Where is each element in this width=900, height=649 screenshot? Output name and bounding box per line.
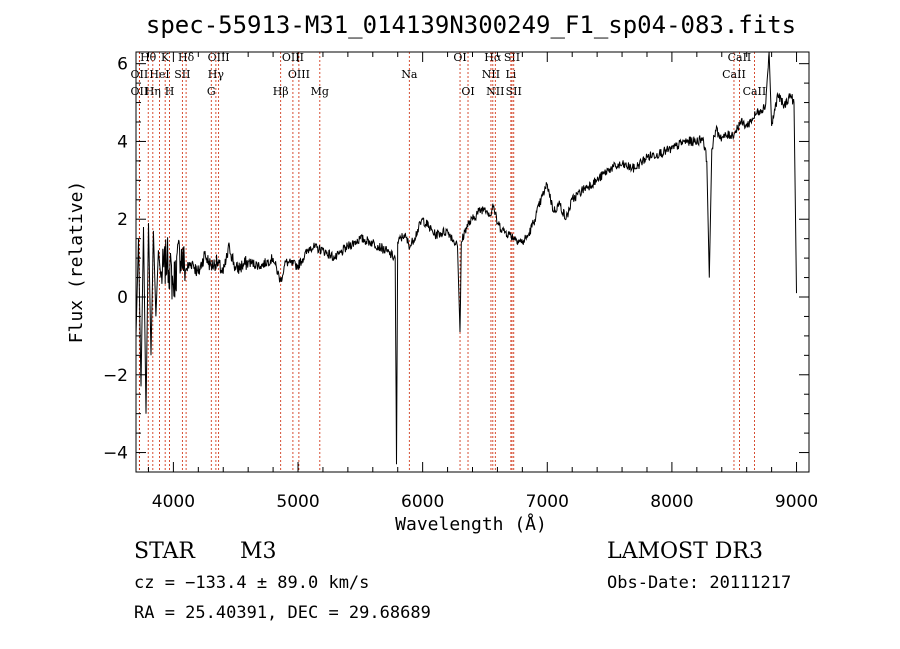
marker-label-16: Li xyxy=(505,68,516,81)
marker-label-26: SII xyxy=(506,85,522,98)
marker-label-14: Na xyxy=(401,68,418,81)
x-tick-label-2: 6000 xyxy=(401,492,444,512)
marker-label-13: OIII xyxy=(288,68,310,81)
marker-label-9: OII xyxy=(131,68,149,81)
x-tick-label-5: 9000 xyxy=(775,492,818,512)
y-tick-label-4: 4 xyxy=(117,132,128,152)
marker-label-22: Hβ xyxy=(273,85,289,98)
x-tick-label-1: 5000 xyxy=(276,492,319,512)
x-tick-label-4: 8000 xyxy=(650,492,693,512)
y-tick-label-2: 0 xyxy=(117,288,128,308)
marker-label-23: Mg xyxy=(311,85,329,98)
marker-label-11: SII xyxy=(174,68,190,81)
observation-date: Obs-Date: 20111217 xyxy=(607,573,792,593)
marker-label-8: CaII xyxy=(728,51,752,64)
chart-title: spec-55913-M31_014139N300249_F1_sp04-083… xyxy=(146,11,796,39)
y-tick-label-1: −2 xyxy=(103,366,128,386)
marker-label-25: NII xyxy=(486,85,504,98)
object-subclass: M3 xyxy=(240,539,277,564)
x-tick-label-0: 4000 xyxy=(152,492,195,512)
marker-label-21: G xyxy=(207,85,216,98)
survey-name: LAMOST DR3 xyxy=(607,539,763,564)
marker-label-20: H xyxy=(165,85,175,98)
marker-label-19: Hη xyxy=(145,85,161,98)
marker-label-10: HeI xyxy=(149,68,169,81)
y-tick-label-5: 6 xyxy=(117,55,128,75)
marker-label-12: Hγ xyxy=(208,68,225,81)
y-tick-label-0: −4 xyxy=(103,444,128,464)
flux-series xyxy=(135,51,797,465)
object-class: STAR xyxy=(134,539,195,564)
marker-label-27: CaII xyxy=(743,85,767,98)
x-axis: 4000 5000 6000 7000 8000 9000 xyxy=(147,52,818,512)
marker-label-17: CaII xyxy=(722,68,746,81)
marker-label-7: SII xyxy=(504,51,520,64)
marker-label-4: OIII xyxy=(282,51,304,64)
marker-label-3: OIII xyxy=(208,51,230,64)
y-tick-label-3: 2 xyxy=(117,210,128,230)
flux-line xyxy=(135,51,797,465)
y-axis: −4 −2 0 2 4 6 xyxy=(103,55,809,473)
marker-label-18: OII xyxy=(131,85,149,98)
marker-label-1: K xyxy=(161,51,170,64)
marker-label-5: OI xyxy=(453,51,466,64)
marker-label-24: OI xyxy=(461,85,474,98)
coordinates: RA = 25.40391, DEC = 29.68689 xyxy=(134,603,431,623)
redshift-velocity: cz = −133.4 ± 89.0 km/s xyxy=(134,573,370,593)
marker-label-2: Hδ xyxy=(178,51,195,64)
x-tick-label-3: 7000 xyxy=(526,492,569,512)
y-axis-label: Flux (relative) xyxy=(66,181,87,344)
marker-label-15: NII xyxy=(482,68,500,81)
marker-label-6: Hα xyxy=(484,51,502,64)
x-axis-label: Wavelength (Å) xyxy=(395,513,547,535)
